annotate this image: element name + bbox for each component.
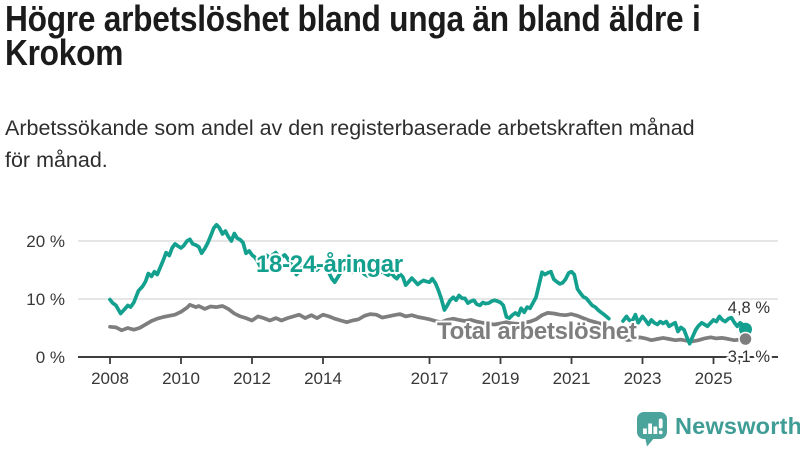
series-label-total: Total arbetslöshet: [437, 318, 637, 345]
x-axis-tick-label: 2019: [482, 369, 520, 388]
series-line-youth: [108, 222, 611, 321]
exclamation-dot: [658, 430, 663, 435]
end-value-label-total: 3,1 %: [728, 348, 771, 366]
series-label-youth: 18-24-åringar: [256, 251, 403, 278]
bar-1: [643, 428, 647, 434]
chart-subtitle: Arbetssökande som andel av den registerb…: [5, 116, 695, 172]
x-axis-tick-label: 2023: [624, 369, 662, 388]
speech-bubble-tail: [645, 437, 655, 447]
end-value-label-youth: 4,8 %: [728, 299, 771, 317]
x-axis-tick-label: 2008: [91, 369, 129, 388]
series-end-dot-youth: [739, 322, 752, 336]
series-end-dot-total: [738, 331, 753, 347]
series-line-youth: [621, 312, 748, 346]
y-axis-tick-label: 20 %: [26, 232, 65, 251]
bar-2: [648, 423, 652, 434]
chart-title: Högre arbetslöshet bland unga än bland ä…: [5, 0, 701, 73]
x-axis-tick-label: 2025: [695, 369, 733, 388]
exclamation-bar: [658, 418, 663, 429]
bar-3: [653, 426, 658, 434]
newsworthy-logo-icon: [637, 412, 667, 447]
x-axis-tick-label: 2017: [411, 369, 449, 388]
y-axis-tick-label: 0 %: [36, 348, 65, 367]
x-axis-tick-label: 2010: [162, 369, 200, 388]
series-line-total: [108, 302, 611, 333]
newsworthy-branding: Newsworthy: [0, 408, 800, 450]
x-axis-tick-label: 2012: [233, 369, 271, 388]
x-axis-tick-label: 2014: [304, 369, 342, 388]
y-axis-tick-label: 10 %: [26, 290, 65, 309]
newsworthy-wordmark: Newsworthy: [675, 413, 800, 439]
series-line-total: [621, 335, 748, 344]
x-axis-tick-label: 2021: [553, 369, 591, 388]
